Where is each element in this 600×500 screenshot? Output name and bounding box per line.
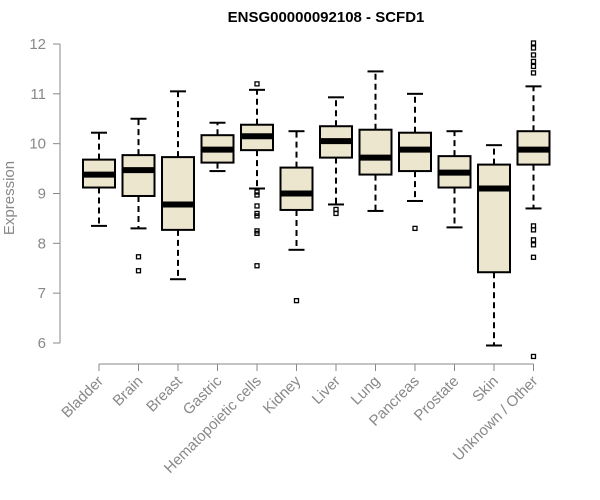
- box-gastric: [200, 121, 235, 173]
- outlier-point: [412, 225, 418, 232]
- x-tick-label: Kidney: [260, 372, 305, 417]
- outlier-point: [530, 52, 537, 58]
- outlier-point: [254, 230, 260, 237]
- x-tick-label: Lung: [348, 373, 384, 409]
- y-tick-label: 11: [30, 86, 46, 103]
- chart-title: ENSG00000092108 - SCFD1: [228, 9, 425, 26]
- box-body: [477, 163, 511, 274]
- outlier-point: [530, 227, 537, 233]
- outlier-point: [254, 81, 260, 87]
- box-kidney: [279, 130, 314, 304]
- box-pancreas: [398, 92, 432, 232]
- x-tick-label: Liver: [309, 373, 344, 408]
- outlier-point: [135, 268, 142, 274]
- box-skin: [477, 144, 511, 347]
- box-liver: [319, 96, 353, 217]
- outlier-point: [530, 353, 537, 360]
- outlier-point: [254, 263, 260, 269]
- y-axis-label: Expression: [1, 161, 18, 235]
- outlier-point: [293, 297, 300, 304]
- y-tick-label: 7: [38, 285, 46, 302]
- box-unknown-other: [516, 40, 551, 360]
- outlier-point: [254, 203, 260, 209]
- box-bladder: [82, 131, 116, 227]
- x-tick-label: Skin: [469, 373, 502, 406]
- y-axis-ticks: 6 7 8 9 10 11 12: [29, 36, 60, 352]
- y-tick-label: 6: [38, 335, 46, 352]
- boxplot-series: [82, 40, 551, 360]
- outlier-point: [530, 58, 537, 65]
- outlier-point: [530, 237, 537, 243]
- box-body: [161, 156, 195, 231]
- outlier-point: [530, 70, 537, 76]
- y-tick-label: 10: [29, 136, 46, 153]
- outlier-point: [530, 45, 537, 51]
- box-hematopoietic-cells: [240, 81, 274, 269]
- outlier-point: [333, 210, 339, 217]
- box-body: [358, 128, 393, 176]
- box-prostate: [437, 130, 472, 229]
- outlier-point: [254, 189, 260, 195]
- box-breast: [161, 90, 195, 281]
- outlier-point: [530, 254, 537, 260]
- y-tick-label: 12: [29, 36, 46, 53]
- y-tick-label: 9: [38, 186, 46, 203]
- box-lung: [358, 70, 393, 212]
- outlier-point: [254, 192, 260, 198]
- x-tick-label: Bladder: [58, 373, 107, 422]
- x-tick-label: Brain: [110, 373, 147, 410]
- box-brain: [121, 117, 156, 274]
- y-tick-label: 8: [38, 235, 46, 252]
- box-body: [121, 154, 156, 197]
- outlier-point: [530, 242, 537, 248]
- outlier-point: [135, 254, 142, 260]
- x-tick-label: Breast: [143, 372, 186, 415]
- outlier-point: [254, 213, 260, 219]
- box-body: [279, 166, 314, 211]
- outlier-point: [530, 63, 537, 70]
- outlier-point: [530, 40, 537, 46]
